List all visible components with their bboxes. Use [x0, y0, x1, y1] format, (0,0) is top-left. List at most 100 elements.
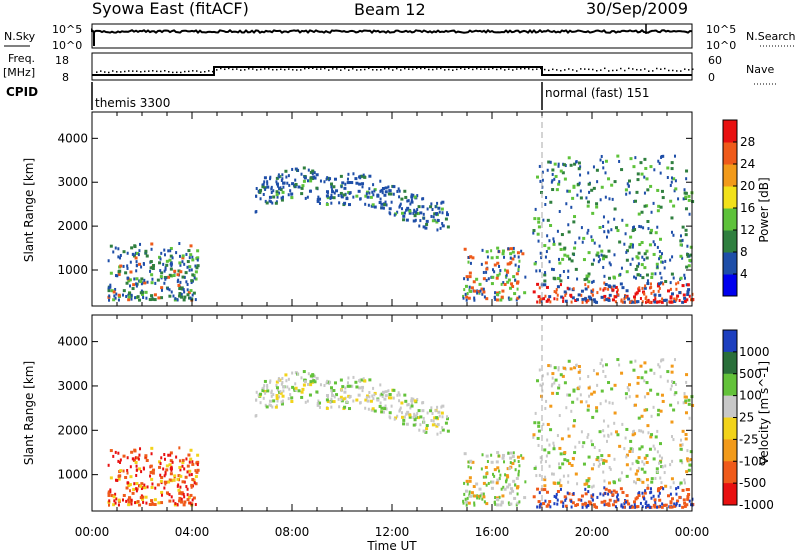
velocity-cell	[598, 462, 601, 466]
nave-point	[344, 67, 346, 70]
power-cell	[592, 288, 595, 292]
velocity-cell	[115, 497, 118, 501]
velocity-cell	[136, 456, 140, 460]
velocity-cell	[388, 411, 392, 415]
nave-point	[460, 67, 462, 70]
velocity-cell	[275, 380, 279, 384]
power-cell	[181, 256, 185, 260]
velocity-cell	[674, 391, 678, 395]
power-cell	[547, 246, 551, 250]
velocity-cell	[309, 380, 313, 384]
power-cell	[127, 298, 131, 302]
velocity-cell	[570, 463, 574, 467]
velocity-cell	[683, 481, 686, 485]
velocity-cell	[628, 395, 631, 399]
velocity-cell	[408, 413, 412, 417]
velocity-cell	[405, 412, 408, 416]
velocity-cell	[372, 386, 375, 390]
velocity-cell	[194, 482, 198, 486]
velocity-cell	[349, 394, 352, 398]
velocity-cell	[511, 455, 515, 459]
power-cell	[688, 294, 691, 298]
velocity-cell	[491, 472, 494, 476]
velocity-cell	[599, 402, 602, 406]
power-cell	[464, 292, 467, 296]
velocity-cell	[307, 372, 310, 376]
time-tick-label: 00:00	[675, 525, 710, 539]
power-cell	[584, 297, 588, 301]
cpid-label: CPID	[6, 85, 38, 99]
velocity-cell	[662, 358, 665, 362]
power-cell	[513, 254, 516, 258]
power-cell	[558, 210, 561, 214]
velocity-cell	[114, 450, 117, 454]
power-cell	[506, 280, 510, 284]
power-cell	[656, 265, 659, 269]
velocity-cell	[257, 393, 260, 397]
y-tick-label: 1000	[57, 263, 88, 277]
power-cell	[131, 287, 135, 291]
velocity-cell	[363, 379, 367, 383]
power-cell	[170, 264, 173, 268]
velocity-cell	[683, 501, 687, 505]
power-cell	[683, 273, 686, 277]
velocity-cell	[687, 492, 691, 496]
power-ylabel: Slant Range [km]	[22, 158, 36, 262]
velocity-cell	[633, 505, 636, 509]
power-cell	[133, 277, 136, 281]
velocity-cell	[403, 415, 406, 419]
power-cell	[117, 293, 121, 297]
velocity-cell	[268, 399, 272, 403]
velocity-cell	[671, 459, 674, 463]
power-cell	[558, 261, 562, 265]
power-cell	[592, 186, 596, 190]
nave-point	[552, 68, 554, 71]
power-cell	[132, 254, 136, 258]
power-cell	[284, 169, 288, 173]
velocity-cell	[309, 383, 313, 387]
power-cell	[272, 195, 276, 199]
power-cell	[417, 205, 421, 209]
velocity-cell	[548, 500, 552, 504]
power-cell	[275, 180, 278, 184]
power-cell	[591, 293, 594, 297]
velocity-cell	[625, 500, 628, 504]
velocity-cell	[358, 379, 362, 383]
velocity-cell	[646, 484, 649, 488]
velocity-cell	[465, 500, 469, 504]
velocity-cell	[613, 411, 617, 415]
velocity-cell	[604, 487, 608, 491]
power-cell	[146, 280, 149, 284]
velocity-cell	[485, 502, 489, 506]
velocity-cell	[122, 469, 125, 473]
power-cell	[358, 175, 362, 179]
power-cell	[306, 195, 309, 199]
velocity-cell	[581, 502, 585, 506]
power-cell	[563, 163, 567, 167]
velocity-cell	[108, 503, 111, 507]
power-cell	[579, 165, 582, 169]
power-cell	[159, 269, 162, 273]
velocity-cell	[440, 405, 443, 409]
velocity-cell	[446, 415, 449, 419]
power-cell	[149, 269, 152, 273]
power-cell	[571, 296, 575, 300]
velocity-cell	[397, 391, 400, 395]
power-cell	[607, 229, 610, 233]
velocity-cell	[430, 419, 433, 423]
power-cell	[467, 260, 470, 264]
velocity-cell	[656, 450, 659, 454]
velocity-cell	[122, 454, 126, 458]
velocity-cell	[281, 394, 285, 398]
power-cell	[567, 156, 571, 160]
velocity-cell	[532, 435, 535, 439]
power-cell	[613, 180, 617, 184]
power-cell	[562, 296, 565, 300]
power-cell	[108, 298, 111, 302]
power-cell	[587, 171, 590, 175]
velocity-cell	[590, 494, 594, 498]
power-cell	[290, 192, 294, 196]
power-cell	[304, 196, 307, 200]
velocity-cell	[590, 392, 594, 396]
power-cell	[398, 195, 401, 199]
